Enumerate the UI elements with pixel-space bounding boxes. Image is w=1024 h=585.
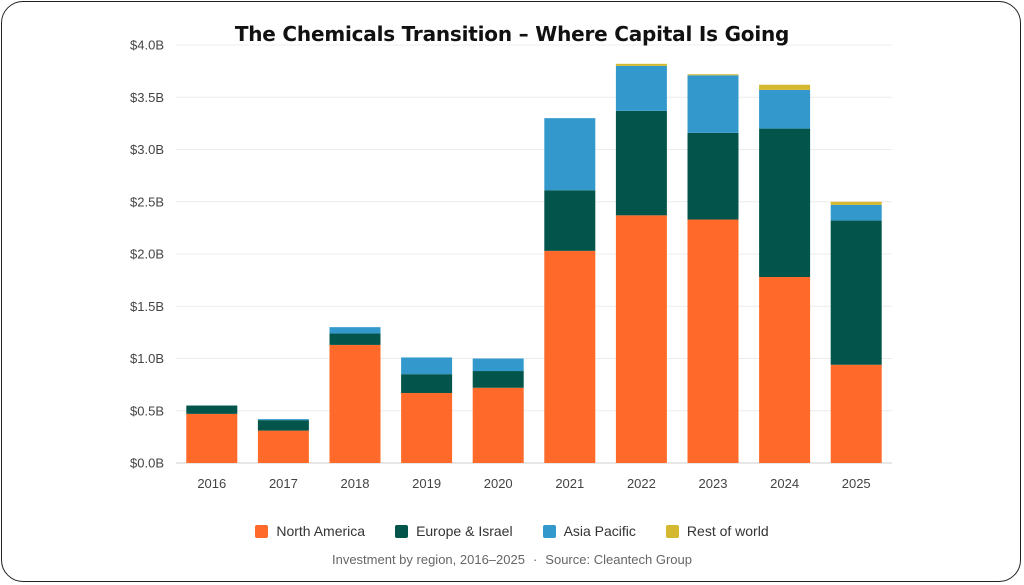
legend-swatch-asia-pacific — [542, 524, 556, 538]
legend-swatch-north-america — [255, 524, 269, 538]
y-tick-label: $1.5B — [130, 299, 164, 314]
bar-segment — [472, 358, 524, 372]
bar-segment — [830, 204, 882, 221]
bar-segment — [257, 419, 309, 421]
bar-segment — [257, 420, 309, 431]
bar-segment — [472, 371, 524, 388]
x-tick-label: 2017 — [269, 476, 298, 491]
x-tick-label: 2022 — [627, 476, 656, 491]
y-tick-label: $4.0B — [130, 38, 164, 53]
legend-swatch-rest-of-world — [665, 524, 679, 538]
x-tick-label: 2019 — [412, 476, 441, 491]
legend-label-asia-pacific: Asia Pacific — [563, 523, 636, 539]
x-tick-label: 2023 — [699, 476, 728, 491]
bar-segment — [759, 89, 811, 129]
legend-label-europe-israel: Europe & Israel — [416, 523, 513, 539]
bar-segment — [830, 201, 882, 205]
footer-separator: · — [532, 552, 538, 567]
bar-segment — [472, 387, 524, 463]
bar-segment — [830, 220, 882, 365]
bar-segment — [401, 357, 453, 375]
chart-subtitle: Investment by region, 2016–2025 — [331, 552, 525, 567]
x-tick-label: 2021 — [555, 476, 584, 491]
bar-segment — [186, 413, 238, 463]
bar-segment — [687, 74, 739, 76]
bar-segment — [257, 430, 309, 463]
chart-footer: Investment by region, 2016–2025 · Source: … — [0, 552, 1024, 567]
x-tick-label: 2020 — [484, 476, 513, 491]
legend-item-north-america[interactable]: North America — [255, 523, 365, 539]
legend-label-north-america: North America — [276, 523, 366, 539]
bar-segment — [544, 250, 596, 463]
bar-segment — [759, 128, 811, 277]
bar-segment — [544, 190, 596, 251]
bar-segment — [329, 333, 381, 345]
y-tick-label: $2.0B — [130, 247, 164, 262]
bar-segment — [401, 392, 453, 463]
x-tick-label: 2018 — [341, 476, 370, 491]
bar-segment — [687, 132, 739, 220]
bar-segment — [687, 219, 739, 463]
x-tick-label: 2025 — [842, 476, 871, 491]
y-tick-label: $3.0B — [130, 142, 164, 157]
chart-source: Source: Cleantech Group — [545, 552, 692, 567]
legend-item-asia-pacific[interactable]: Asia Pacific — [542, 523, 636, 539]
legend-swatch-europe-israel — [395, 524, 409, 538]
y-tick-label: $0.0B — [130, 456, 164, 471]
x-tick-label: 2016 — [197, 476, 226, 491]
y-tick-label: $2.5B — [130, 194, 164, 209]
bar-segment — [329, 344, 381, 463]
bar-segment — [759, 84, 811, 90]
bar-segment — [615, 63, 667, 66]
bar-segment — [830, 364, 882, 463]
bar-segment — [687, 75, 739, 133]
bar-segment — [615, 65, 667, 111]
bar-segment — [186, 405, 238, 414]
bar-segment — [329, 327, 381, 334]
bar-segment — [615, 215, 667, 463]
bar-segment — [759, 276, 811, 463]
legend-label-rest-of-world: Rest of world — [686, 523, 769, 539]
y-tick-label: $1.0B — [130, 351, 164, 366]
y-tick-label: $0.5B — [130, 403, 164, 418]
bar-segment — [615, 110, 667, 216]
chart-title: The Chemicals Transition – Where Capital… — [234, 22, 790, 46]
legend-item-europe-israel[interactable]: Europe & Israel — [395, 523, 513, 539]
legend-item-rest-of-world[interactable]: Rest of world — [665, 523, 769, 539]
y-tick-label: $3.5B — [130, 90, 164, 105]
x-tick-label: 2024 — [770, 476, 799, 491]
bar-segment — [544, 118, 596, 191]
chart-legend: North America Europe & Israel Asia Pacif… — [0, 523, 1024, 539]
bar-segment — [401, 374, 453, 393]
